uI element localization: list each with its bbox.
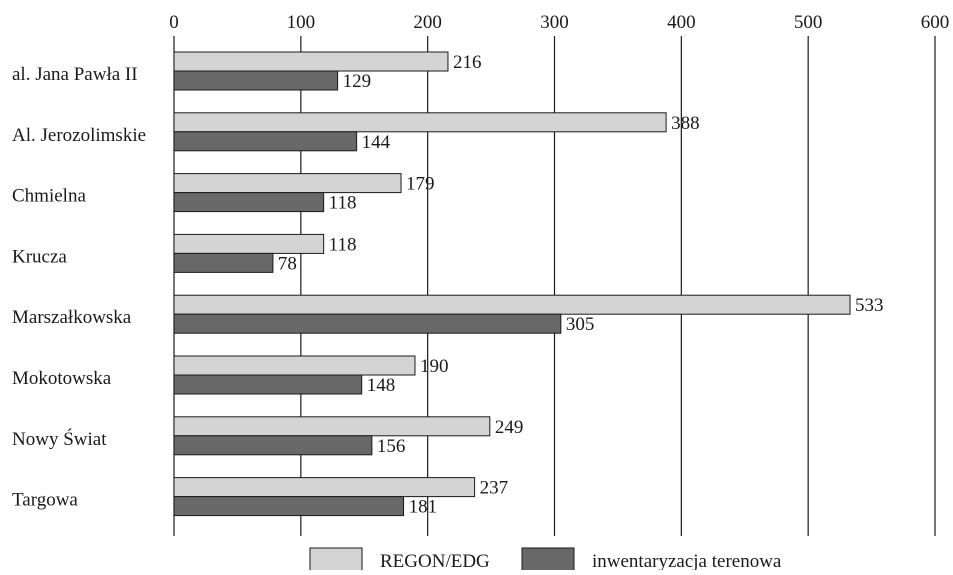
data-label: 129 [343,71,372,92]
grid-layer [173,36,936,536]
data-label: 118 [329,234,357,255]
bar [173,131,358,152]
x-axis-ticks: 0 100 200 300 400 500 600 [169,12,949,33]
bar [173,51,449,72]
data-label: 388 [671,113,700,134]
x-tick-label: 300 [540,12,569,33]
data-label: 179 [406,174,435,195]
legend-label: REGON/EDG [380,551,490,570]
bar [173,313,562,334]
bar [173,294,851,315]
bars [173,51,851,517]
bar [173,355,416,376]
x-tick-label: 500 [794,12,823,33]
x-tick-label: 0 [169,12,179,33]
bar [173,192,325,213]
x-tick-label: 200 [413,12,442,33]
legend-label: inwentaryzacja terenowa [592,551,782,570]
value-labels: 216 129 388 144 179 118 118 78 533 305 190 148 249 15… [278,52,884,518]
data-label: 118 [329,193,357,214]
data-label: 181 [409,497,438,518]
legend: REGON/EDG inwentaryzacja terenowa [309,547,782,573]
bar [173,252,274,273]
category-labels: al. Jana Pawła II Al. Jerozolimskie Chmiel… [12,64,146,511]
data-label: 305 [566,314,595,335]
category-label: Targowa [12,490,78,511]
data-label: 249 [495,417,524,438]
bar [173,233,325,254]
data-label: 190 [420,356,449,377]
data-label: 144 [362,132,391,153]
bar [173,112,667,133]
bar [173,70,339,91]
bar [173,496,405,517]
category-label: Mokotowska [12,368,112,389]
category-label: Al. Jerozolimskie [12,125,146,146]
bar [173,435,373,456]
category-label: Nowy Świat [12,428,107,450]
data-label: 156 [377,436,406,457]
data-label: 237 [480,478,509,499]
x-tick-label: 400 [667,12,696,33]
data-label: 216 [453,52,482,73]
data-label: 148 [367,375,396,396]
category-label: Krucza [12,246,67,267]
legend-swatch [309,547,363,573]
bar [173,477,476,498]
legend-swatch [521,547,575,573]
category-label: al. Jana Pawła II [12,64,138,85]
bar [173,374,363,395]
bar [173,416,491,437]
x-tick-label: 100 [287,12,316,33]
data-label: 78 [278,253,297,274]
category-label: Chmielna [12,186,86,207]
x-tick-label: 600 [921,12,950,33]
data-label: 533 [855,295,884,316]
bar [173,173,402,194]
category-label: Marszałkowska [12,307,132,328]
